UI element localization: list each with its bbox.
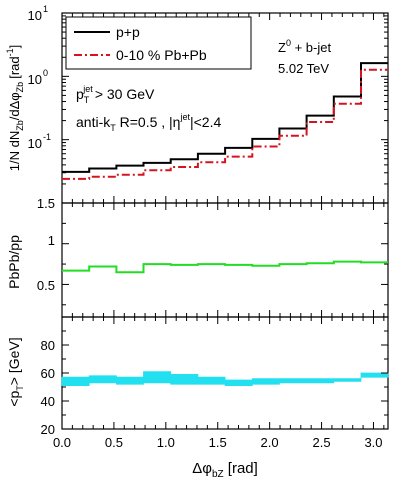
annotation-energy: 5.02 TeV bbox=[278, 61, 329, 76]
xtick-label: 2.0 bbox=[261, 435, 279, 450]
xtick-label: 0.0 bbox=[53, 435, 71, 450]
xtick-label: 3.0 bbox=[364, 435, 382, 450]
top-series bbox=[62, 62, 388, 180]
xtick-label: 0.5 bbox=[105, 435, 123, 450]
bottom-panel: 20 40 60 80 0.0 0.5 1.0 1.5 2.0 2.5 3.0 <pT> [GeV… bbox=[6, 316, 389, 480]
bottom-ytick-label: 20 bbox=[41, 422, 55, 437]
top-series-line-0 bbox=[62, 62, 388, 173]
middle-ytick-label-1: 1 bbox=[48, 233, 55, 248]
bottom-xtick-labels: 0.0 0.5 1.0 1.5 2.0 2.5 3.0 bbox=[53, 435, 383, 450]
annotation-algorithm: anti-kT R=0.5 , |ηjet|<2.4 bbox=[76, 112, 221, 133]
legend-label-pp: p+p bbox=[116, 24, 140, 40]
middle-ytick-label-0.5: 0.5 bbox=[37, 278, 55, 293]
top-ylabel: 1/N dNZb/dΔφZb[rad-1] bbox=[5, 45, 25, 172]
annotation-pt-cut: pTjet > 30 GeV bbox=[76, 84, 155, 105]
bottom-ylabel: <pT> [GeV] bbox=[6, 337, 25, 406]
bottom-ytick-label: 60 bbox=[41, 366, 55, 381]
middle-series bbox=[62, 260, 388, 274]
legend-box bbox=[65, 16, 252, 70]
middle-ytick-label-1.5: 1.5 bbox=[37, 196, 55, 211]
top-ytick-exp-1: 0 bbox=[43, 68, 48, 78]
xtick-label: 1.5 bbox=[209, 435, 227, 450]
top-ytick-exp-0.1: -1 bbox=[43, 132, 51, 142]
top-series-line-1 bbox=[62, 68, 388, 180]
top-ytick-label-1: 10 bbox=[28, 72, 42, 87]
middle-plot-frame bbox=[61, 202, 389, 318]
bottom-plot-frame bbox=[61, 316, 389, 430]
bottom-ytick-labels: 20 40 60 80 bbox=[41, 338, 55, 437]
top-ytick-label-0.1: 10 bbox=[28, 136, 42, 151]
bottom-series bbox=[61, 371, 389, 386]
annotation-system: Z0 + b-jet bbox=[278, 38, 331, 55]
top-ticks bbox=[62, 13, 388, 203]
legend: p+p 0-10 % Pb+Pb bbox=[65, 16, 252, 70]
bottom-ytick-label: 80 bbox=[41, 338, 55, 353]
middle-ticks bbox=[62, 203, 388, 317]
xtick-label: 1.0 bbox=[157, 435, 175, 450]
ratio-line bbox=[62, 260, 388, 274]
x-axis-label: ΔφbZ [rad] bbox=[192, 460, 258, 480]
bottom-ytick-label: 40 bbox=[41, 394, 55, 409]
middle-panel: 1.5 1 0.5 PbPb/pp bbox=[6, 196, 389, 318]
top-panel: 10 1 10 0 10 -1 1/N dNZb/dΔφZb[rad-1] p+… bbox=[5, 4, 389, 204]
top-ytick-exp-10: 1 bbox=[43, 4, 48, 14]
bottom-ticks bbox=[62, 317, 388, 429]
xtick-label: 2.5 bbox=[313, 435, 331, 450]
top-ytick-label-10: 10 bbox=[28, 8, 42, 23]
middle-ylabel: PbPb/pp bbox=[6, 235, 22, 289]
mean-pt-band bbox=[61, 371, 389, 386]
legend-label-pbpb: 0-10 % Pb+Pb bbox=[116, 47, 207, 63]
